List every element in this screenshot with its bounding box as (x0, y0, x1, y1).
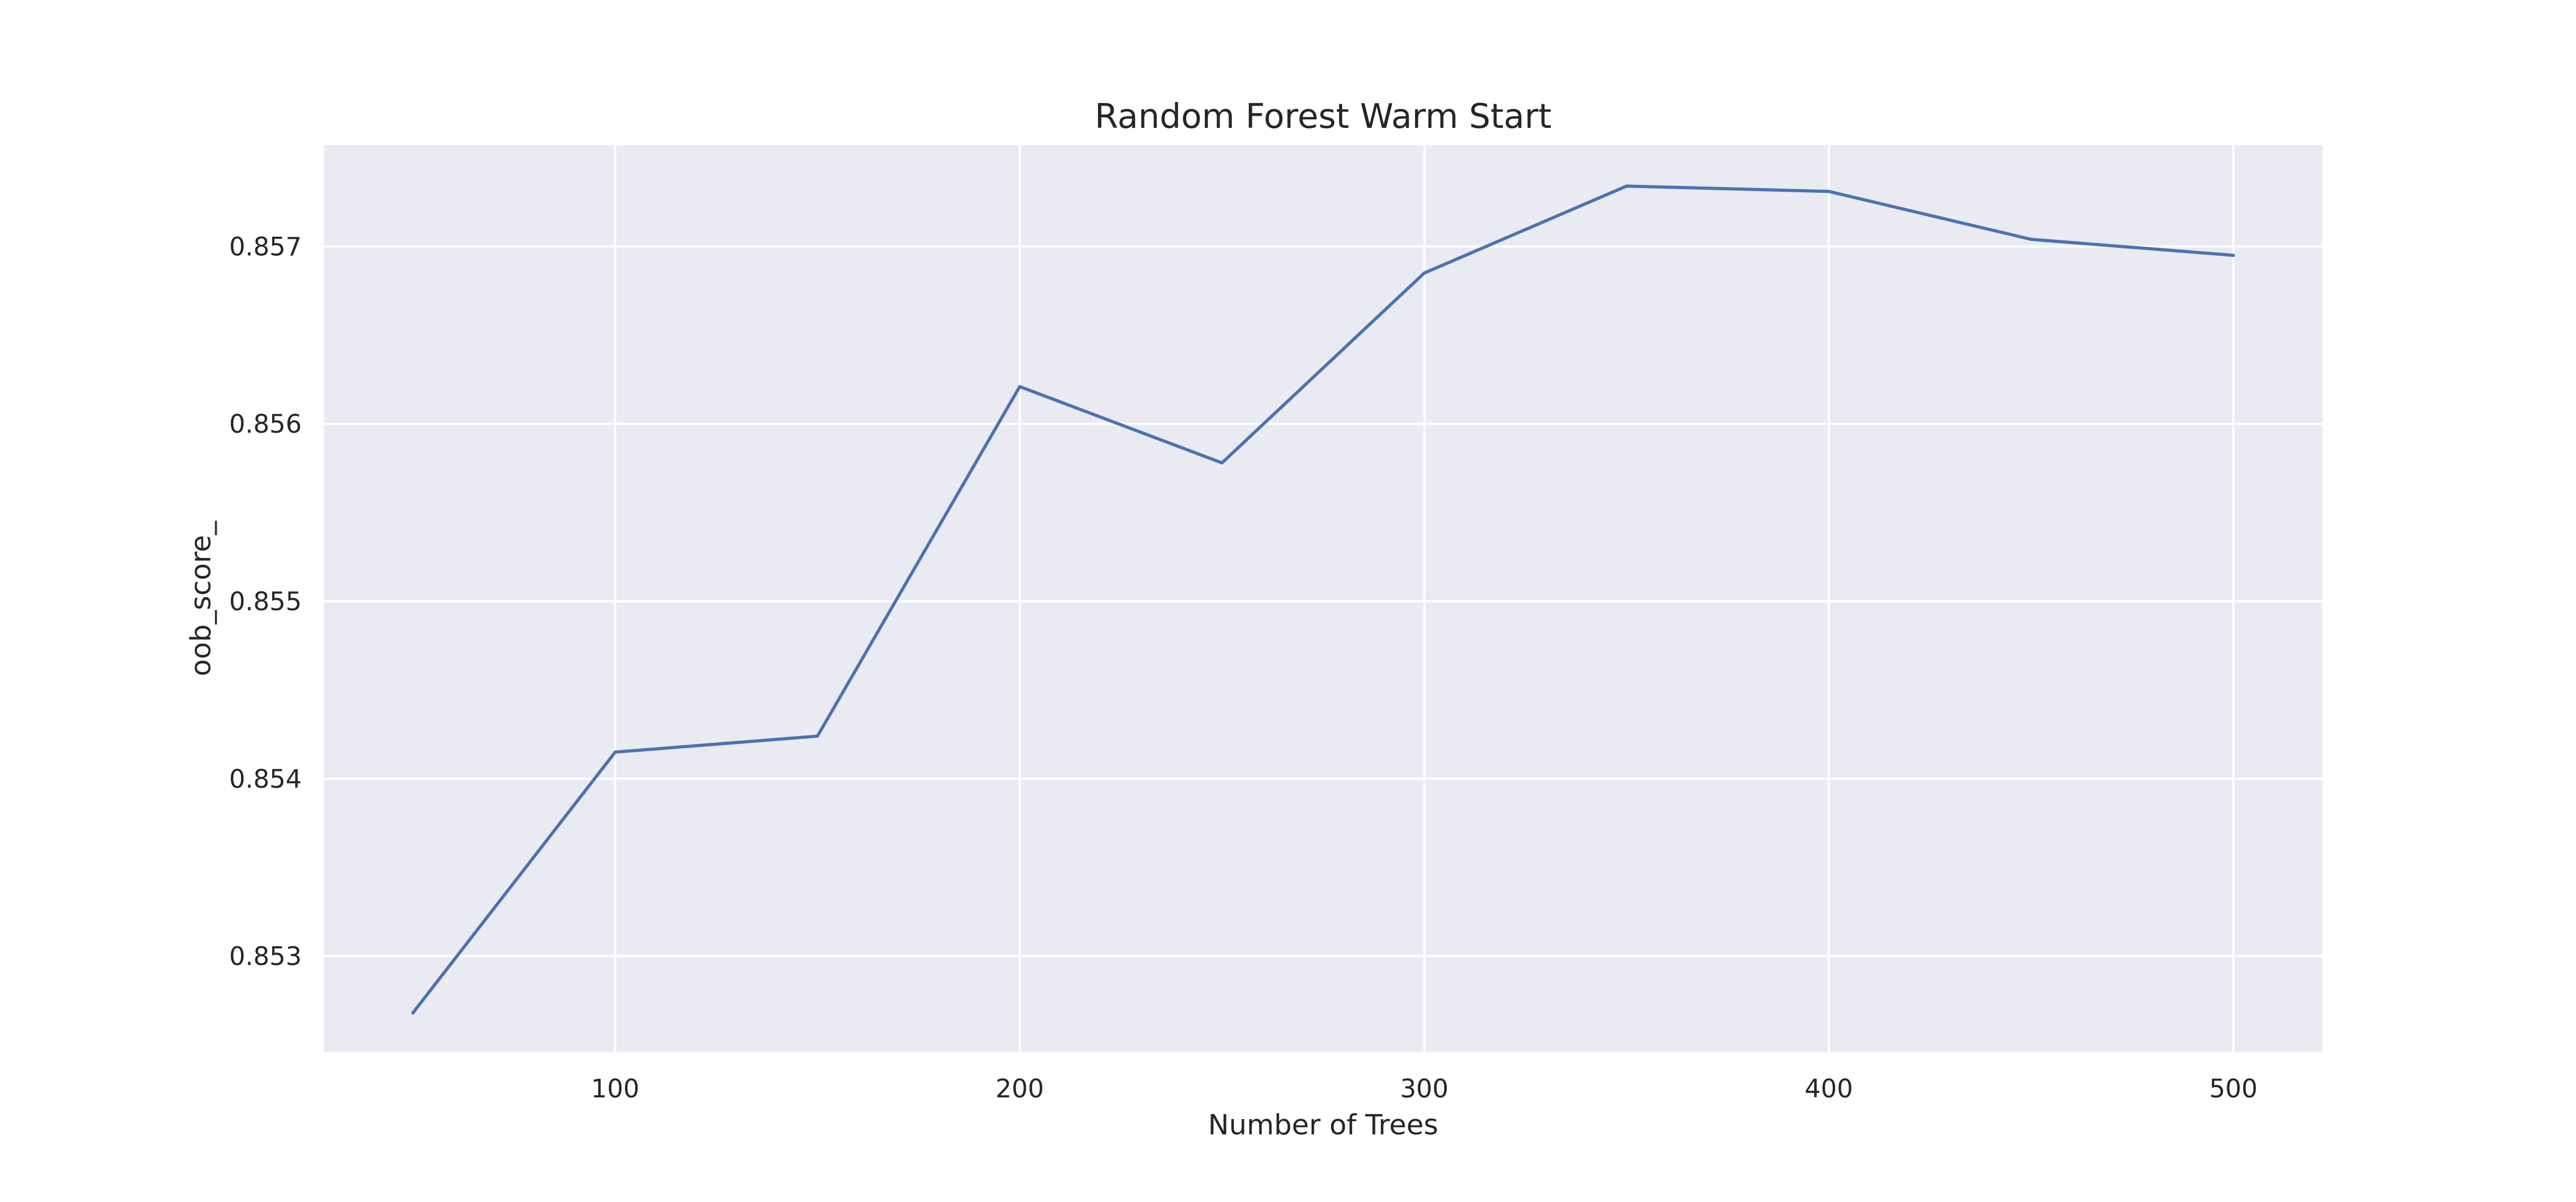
data-point (2231, 254, 2235, 257)
data-point (1220, 461, 1224, 465)
data-point (411, 1011, 415, 1015)
y-tick-label: 0.855 (229, 587, 302, 617)
y-tick-labels: 0.853 0.854 0.855 0.856 0.857 (229, 232, 302, 971)
x-tick-label: 100 (591, 1074, 639, 1104)
data-point (613, 750, 617, 754)
data-point (1018, 385, 1021, 388)
data-point (1625, 184, 1629, 188)
y-axis-label: oob_score_ (185, 520, 217, 676)
plot-area (324, 145, 2322, 1052)
y-tick-label: 0.854 (229, 765, 302, 794)
series-line (411, 184, 2235, 1015)
x-tick-label: 500 (2209, 1074, 2258, 1104)
data-point (2029, 237, 2033, 241)
y-tick-label: 0.856 (229, 409, 302, 439)
x-axis-label: Number of Trees (1208, 1109, 1438, 1141)
grid-lines (324, 145, 2322, 1052)
x-tick-label: 200 (996, 1074, 1044, 1104)
x-tick-label: 400 (1805, 1074, 1853, 1104)
y-tick-label: 0.857 (229, 232, 302, 262)
x-tick-label: 300 (1400, 1074, 1449, 1104)
y-tick-label: 0.853 (229, 942, 302, 972)
data-point (1422, 271, 1426, 275)
series-layer (411, 184, 2235, 1015)
x-tick-labels: 100 200 300 400 500 (591, 1074, 2257, 1104)
chart-title: Random Forest Warm Start (1095, 97, 1552, 136)
data-point (1827, 190, 1830, 193)
data-point (816, 734, 820, 738)
